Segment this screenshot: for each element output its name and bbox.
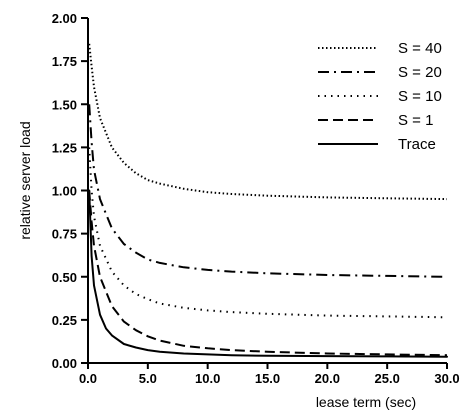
- legend-label-4: S = 1: [398, 112, 433, 129]
- legend: S = 40 S = 20 S = 10 S = 1 Trace: [318, 40, 442, 153]
- legend-label-5: Trace: [398, 136, 436, 153]
- series-lines: [88, 43, 448, 358]
- x-tick-label: 30.0: [434, 371, 459, 386]
- legend-label-1: S = 40: [398, 40, 442, 57]
- x-tick-label: 5.0: [139, 371, 157, 386]
- y-tick-label: 2.00: [52, 11, 77, 26]
- x-tick-label: 20.0: [315, 371, 340, 386]
- series-line-3: [88, 147, 448, 319]
- series-line-1: [88, 43, 448, 201]
- series-line-4: [88, 190, 448, 357]
- y-tick-label: 1.00: [52, 184, 77, 199]
- x-ticks: 0.0 5.0 10.0 15.0 20.0 25.0 30.0: [79, 363, 460, 386]
- series-line-5: [88, 189, 448, 358]
- legend-label-2: S = 20: [398, 64, 442, 81]
- x-tick-label: 0.0: [79, 371, 97, 386]
- axes: [87, 18, 447, 364]
- legend-label-3: S = 10: [398, 88, 442, 105]
- x-tick-label: 10.0: [195, 371, 220, 386]
- y-tick-label: 0.00: [52, 356, 77, 371]
- series-line-2: [88, 104, 448, 278]
- y-tick-label: 0.75: [52, 227, 77, 242]
- y-tick-label: 1.75: [52, 54, 77, 69]
- y-tick-label: 0.50: [52, 270, 77, 285]
- y-tick-label: 1.50: [52, 97, 77, 112]
- x-tick-label: 15.0: [255, 371, 280, 386]
- y-ticks: 0.00 0.25 0.50 0.75 1.00 1.25 1.50 1.75 2.00: [52, 11, 88, 371]
- y-axis-label: relative server load: [17, 121, 33, 239]
- x-tick-label: 25.0: [375, 371, 400, 386]
- y-tick-label: 1.25: [52, 140, 77, 155]
- x-axis-label: lease term (sec): [316, 394, 416, 410]
- y-tick-label: 0.25: [52, 313, 77, 328]
